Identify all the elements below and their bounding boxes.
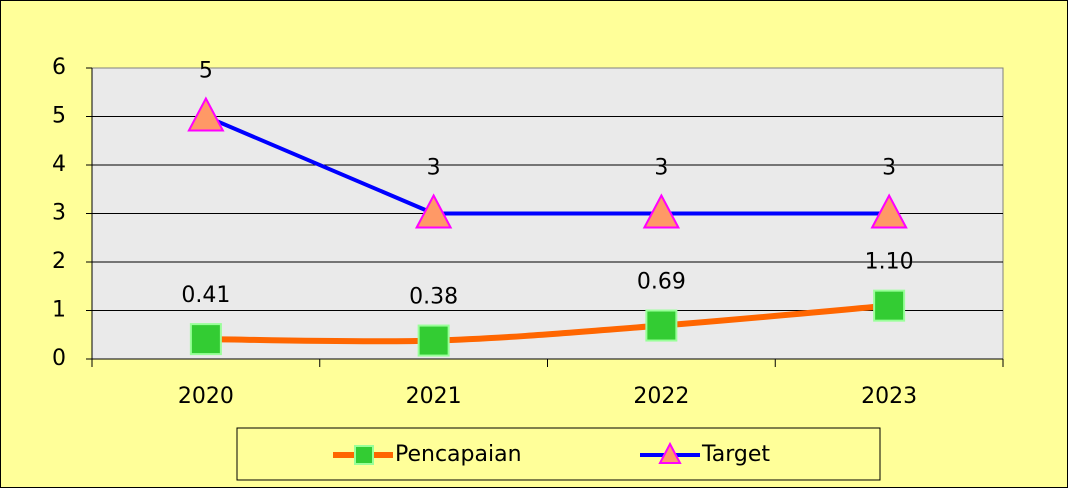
y-tick-label: 3 bbox=[52, 201, 66, 226]
marker bbox=[870, 193, 908, 229]
data-label: 0.41 bbox=[181, 283, 230, 308]
data-label: 1.10 bbox=[865, 250, 914, 275]
legend-marker bbox=[354, 445, 374, 465]
series-line bbox=[205, 302, 890, 345]
data-label: 5 bbox=[199, 59, 213, 84]
y-tick-label: 2 bbox=[52, 249, 66, 274]
marker bbox=[645, 309, 678, 342]
legend-label: Target bbox=[701, 442, 770, 467]
marker bbox=[414, 193, 453, 229]
y-tick-label: 0 bbox=[52, 346, 66, 371]
data-label: 3 bbox=[427, 156, 441, 181]
data-label: 3 bbox=[882, 156, 896, 181]
y-tick-label: 1 bbox=[52, 298, 66, 323]
y-tick-label: 6 bbox=[52, 55, 66, 80]
data-label: 3 bbox=[654, 156, 668, 181]
y-tick-label: 4 bbox=[52, 152, 66, 177]
series-line bbox=[205, 114, 890, 216]
marker bbox=[417, 324, 450, 357]
marker bbox=[873, 289, 906, 322]
x-tick-label: 2020 bbox=[178, 384, 234, 409]
legend-marker bbox=[658, 441, 682, 464]
marker bbox=[642, 193, 681, 229]
marker bbox=[187, 96, 225, 132]
legend-label: Pencapaian bbox=[395, 442, 522, 467]
x-tick-label: 2023 bbox=[861, 384, 917, 409]
x-tick-label: 2021 bbox=[406, 384, 462, 409]
data-label: 0.38 bbox=[409, 285, 458, 310]
x-tick-label: 2022 bbox=[633, 384, 689, 409]
data-label: 0.69 bbox=[637, 270, 686, 295]
marker bbox=[189, 323, 222, 356]
y-tick-label: 5 bbox=[52, 104, 66, 129]
